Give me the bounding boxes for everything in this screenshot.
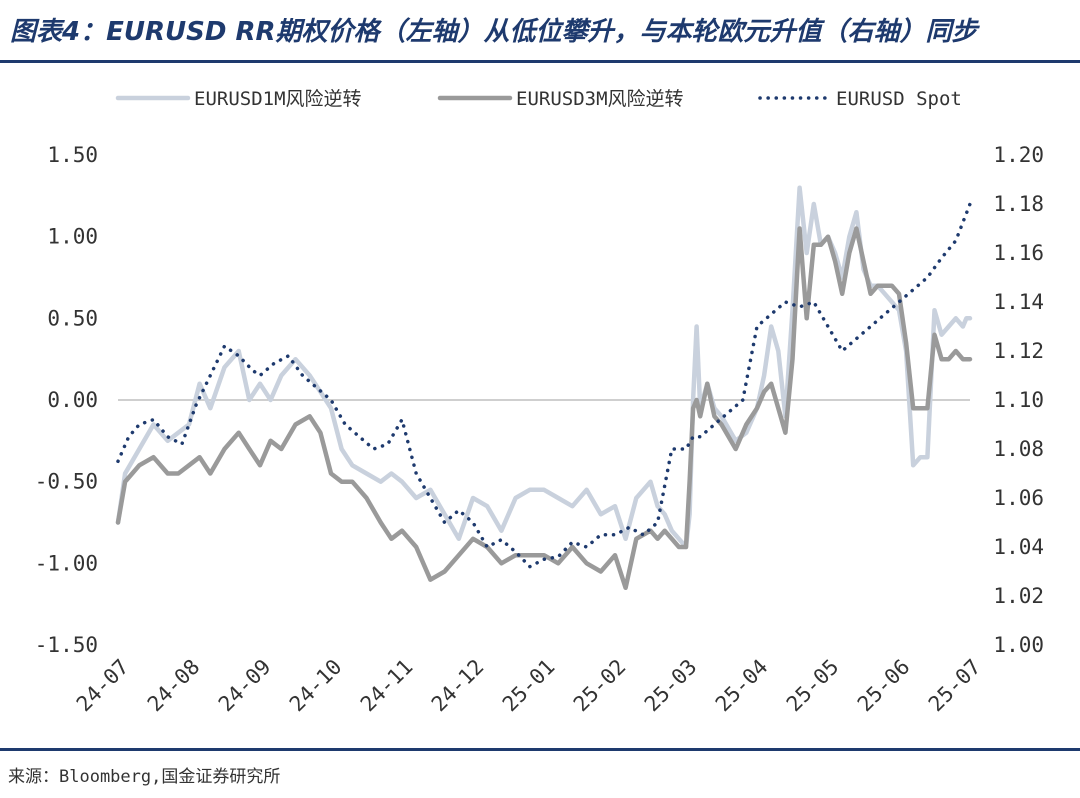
x-tick-label: 25-06 [853, 655, 915, 717]
x-tick-label: 24-11 [356, 655, 418, 717]
chart-area: 1.50 1.00 0.50 0.00 -0.50 -1.00 -1.50 1.20 1.18 1… [35, 88, 1044, 717]
x-tick-label: 25-02 [569, 655, 631, 717]
y-right-tick-label: 1.02 [993, 584, 1044, 608]
y-right-tick-label: 1.16 [993, 241, 1044, 265]
y-right-tick-label: 1.10 [993, 388, 1044, 412]
series-line-1 [115, 185, 973, 550]
x-tick-label: 25-03 [640, 655, 702, 717]
x-tick-label: 25-04 [711, 655, 773, 717]
y-left-tick-label: -1.00 [35, 551, 98, 575]
title-rule [0, 60, 1080, 63]
x-tick-label: 24-09 [214, 655, 276, 717]
y-right-tick-label: 1.08 [993, 437, 1044, 461]
series-line-2 [115, 226, 973, 591]
y-right-tick-label: 1.18 [993, 192, 1044, 216]
legend-label-2: EURUSD3M风险逆转 [516, 88, 684, 110]
y-left-tick-label: 1.50 [47, 143, 98, 167]
y-left-tick-label: 0.50 [47, 306, 98, 330]
y-left-tick-label: -0.50 [35, 470, 98, 494]
y-right-tick-label: 1.20 [993, 143, 1044, 167]
x-tick-label: 24-08 [143, 655, 205, 717]
source-note: 来源：Bloomberg,国金证券研究所 [8, 767, 281, 787]
x-tick-label: 24-10 [285, 655, 347, 717]
x-tick-label: 24-07 [72, 655, 134, 717]
y-left-tick-label: -1.50 [35, 633, 98, 657]
y-right-tick-label: 1.00 [993, 633, 1044, 657]
x-tick-label: 25-05 [782, 655, 844, 717]
x-tick-label: 25-01 [498, 655, 560, 717]
y-right-tick-label: 1.14 [993, 290, 1044, 314]
y-right-tick-label: 1.06 [993, 486, 1044, 510]
legend-label-1: EURUSD1M风险逆转 [194, 88, 362, 110]
y-left-tick-label: 0.00 [47, 388, 98, 412]
footer-rule [0, 748, 1080, 751]
x-tick-label: 24-12 [427, 655, 489, 717]
y-left-tick-label: 1.00 [47, 225, 98, 249]
chart-title: 图表4：EURUSD RR期权价格（左轴）从低位攀升，与本轮欧元升值（右轴）同步 [10, 17, 978, 47]
series-line-3 [116, 202, 972, 569]
legend-label-3: EURUSD Spot [836, 88, 962, 110]
x-tick-label: 25-07 [924, 655, 986, 717]
y-right-tick-label: 1.12 [993, 339, 1044, 363]
y-right-tick-label: 1.04 [993, 535, 1044, 559]
